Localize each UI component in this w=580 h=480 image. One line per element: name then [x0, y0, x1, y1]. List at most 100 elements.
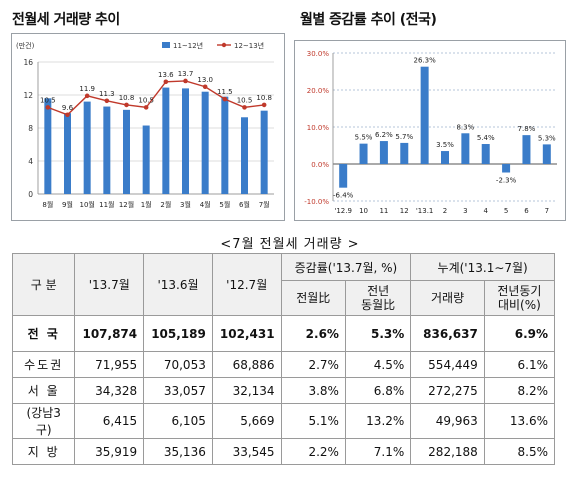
x-tick-label: 7월 — [259, 200, 270, 209]
line-point — [222, 96, 228, 102]
row-cum: 272,275 — [410, 377, 485, 404]
x-tick-label: 10 — [359, 207, 368, 215]
bar — [542, 144, 551, 164]
line-point — [104, 98, 110, 104]
y-tick-label: 30.0% — [307, 50, 330, 58]
x-tick-label: 11 — [379, 207, 388, 215]
data-label: 13.7 — [178, 70, 194, 78]
volume-table: 구 분 '13.7월 '13.6월 '12.7월 증감률('13.7월, %) … — [11, 253, 556, 465]
row-cum: 836,637 — [410, 315, 485, 352]
row-value-3: 5,669 — [211, 403, 282, 439]
row-value-2: 33,057 — [143, 377, 213, 404]
left-bar-line-chart: (만건) 0 4 8 12 16 8월 9월 10월 11월 12월 1월 2월 3월 4월 5월 6월 7월 10… — [16, 41, 274, 209]
line-point — [143, 105, 149, 110]
data-label: 11.9 — [79, 85, 95, 93]
x-tick-label: 7 — [545, 207, 549, 215]
x-tick-label: 8월 — [42, 200, 53, 209]
row-region: 수도권 — [11, 351, 76, 378]
x-tick-label: 10월 — [79, 200, 94, 209]
bar — [103, 106, 111, 194]
y-tick-label: 8 — [28, 124, 33, 133]
bar — [359, 143, 368, 164]
data-label: 5.3% — [538, 134, 556, 142]
data-label: 5.7% — [395, 133, 413, 141]
row-value-3: 32,134 — [211, 377, 282, 404]
legend-swatch-point — [221, 42, 227, 48]
series-line — [47, 80, 265, 116]
row-value-2: 105,189 — [143, 315, 213, 352]
bar — [502, 164, 511, 173]
legend-label: 12~13년 — [234, 41, 264, 50]
x-tick-label: '12.9 — [334, 207, 352, 215]
data-label: 5.5% — [355, 134, 373, 142]
row-value-3: 102,431 — [211, 315, 282, 352]
data-label: 13.6 — [158, 71, 174, 79]
row-yoy: 13.2% — [344, 403, 412, 439]
header-col-1: '13.7월 — [74, 253, 145, 316]
unit-label: (만건) — [16, 41, 35, 50]
header-change-mom: 전월比 — [280, 280, 346, 316]
x-tick-label: 5 — [504, 207, 508, 215]
y-tick-label: -10.0% — [304, 198, 329, 206]
bar — [400, 142, 409, 164]
row-value-3: 68,886 — [211, 351, 282, 378]
bar — [83, 101, 91, 194]
right-chart-title: 월별 증감률 추이 (전국) — [300, 12, 437, 28]
x-tick-label: 9월 — [62, 200, 73, 209]
row-cum-yoy: 8.2% — [483, 377, 556, 404]
x-tick-label: 11월 — [99, 200, 114, 209]
data-label: 6.2% — [375, 131, 393, 139]
data-label: 11.3 — [99, 90, 115, 98]
row-value-2: 70,053 — [143, 351, 213, 378]
table-title: <7월 전월세 거래량 > — [220, 237, 360, 252]
header-col-3: '12.7월 — [211, 253, 282, 316]
row-cum: 554,449 — [410, 351, 485, 378]
row-value-1: 71,955 — [74, 351, 145, 378]
row-cum: 282,188 — [410, 438, 485, 465]
x-tick-label: 4 — [483, 207, 488, 215]
x-tick-label: 5월 — [219, 200, 230, 209]
right-chart-frame: -10.0% 0.0% 10.0% 20.0% 30.0% -6.4% '12.9 5.5% 1… — [294, 40, 566, 221]
header-cum-yoy: 전년동기 대비(%) — [483, 280, 556, 316]
left-chart-title: 전월세 거래량 추이 — [12, 12, 120, 28]
x-tick-label: 2월 — [160, 200, 171, 209]
data-label: 8.3% — [456, 123, 474, 131]
y-tick-label: 0.0% — [311, 161, 329, 169]
left-chart-frame: (만건) 0 4 8 12 16 8월 9월 10월 11월 12월 1월 2월 3월 4월 5월 6월 7월 10… — [11, 33, 285, 221]
data-label: 13.0 — [197, 76, 213, 84]
line-point — [84, 93, 90, 99]
row-yoy: 4.5% — [344, 351, 412, 378]
x-tick-label: 6 — [524, 207, 529, 215]
data-label: 5.4% — [477, 134, 495, 142]
bar — [123, 109, 130, 194]
bar — [522, 135, 531, 164]
bar — [441, 151, 449, 164]
bar — [64, 113, 71, 194]
row-value-1: 35,919 — [74, 438, 145, 465]
bar — [481, 144, 490, 164]
bar — [44, 98, 52, 194]
row-mom: 2.6% — [280, 315, 346, 352]
x-tick-label: 2 — [443, 207, 447, 215]
bar — [142, 125, 150, 194]
data-label: 10.5 — [237, 96, 253, 104]
x-tick-label: 3월 — [180, 200, 191, 209]
y-tick-label: 12 — [23, 91, 33, 100]
header-change-group: 증감률('13.7월, %) — [280, 253, 412, 281]
line-point — [183, 78, 188, 84]
row-cum-yoy: 6.1% — [483, 351, 556, 378]
line-point — [65, 112, 70, 118]
row-yoy: 6.8% — [344, 377, 412, 404]
row-value-1: 6,415 — [74, 403, 145, 439]
row-yoy: 7.1% — [344, 438, 412, 465]
row-region: (강남3구) — [11, 403, 76, 439]
row-region: 전 국 — [11, 315, 76, 352]
data-label: 10.5 — [40, 96, 56, 104]
row-mom: 2.2% — [280, 438, 346, 465]
right-bar-chart: -10.0% 0.0% 10.0% 20.0% 30.0% -6.4% '12.9 5.5% 1… — [304, 50, 557, 215]
line-point — [163, 79, 169, 85]
x-tick-label: '13.1 — [416, 207, 434, 215]
table-row: 수도권 71,955 70,053 68,886 2.7% 4.5% 554,4… — [11, 351, 556, 378]
header-region: 구 분 — [11, 253, 76, 316]
y-tick-label: 16 — [23, 58, 33, 67]
